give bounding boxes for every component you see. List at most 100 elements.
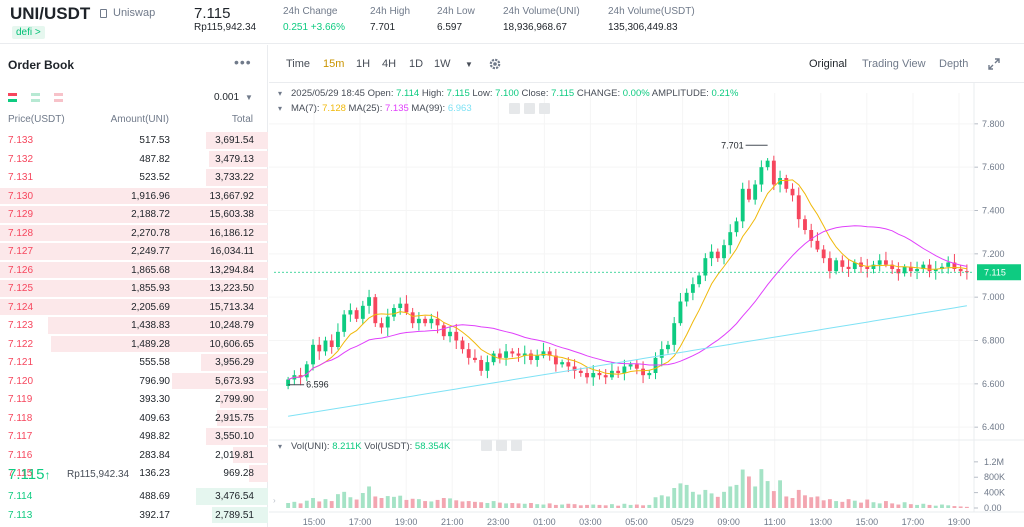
ask-row[interactable]: 7.115 136.23 969.28 [0,464,268,483]
order-total: 2,799.90 [215,394,254,405]
ask-row[interactable]: 7.122 1,489.28 10,606.65 [0,335,268,354]
candle-body [659,349,664,358]
stat-label: 24h Change [283,6,338,17]
ask-row[interactable]: 7.132 487.82 3,479.13 [0,150,268,169]
depth-bar [209,150,268,167]
volume-bar [728,486,733,508]
tab-1h[interactable]: 1H [356,58,371,70]
ask-row[interactable]: 7.117 498.82 3,550.10 [0,427,268,446]
ask-row[interactable]: 7.119 393.30 2,799.90 [0,390,268,409]
depth-bar [233,446,268,463]
depth-bar [217,409,268,426]
fullscreen-icon[interactable] [987,57,1001,71]
chart-panel: Time 15m 1H 4H 1D 1W ▼ Original Trading … [269,45,1024,527]
candle-body [373,297,378,324]
volume-axis-label: 0.00 [984,503,1002,513]
ask-row[interactable]: 7.121 555.58 3,956.29 [0,353,268,372]
tab-4h[interactable]: 4H [382,58,397,70]
chevron-down-icon[interactable]: ▼ [245,93,253,102]
candle-body [454,331,459,341]
both-sides-view-icon[interactable] [8,93,17,102]
volume-bar [304,500,309,508]
vol-setting-icon [511,440,522,451]
volume-bar [859,502,863,508]
collapse-ma-icon: ▾ [278,104,282,113]
ask-row[interactable]: 7.126 1,865.68 13,294.84 [0,261,268,280]
order-total: 13,294.84 [209,264,255,276]
candle-body [578,370,583,373]
volume-bar [354,499,359,508]
order-price: 7.126 [8,264,34,276]
stat-value: 7.701 [370,22,396,33]
tab-15m[interactable]: 15m [323,58,345,70]
volume-bar [429,501,434,508]
price-axis-label: 7.600 [982,162,1005,172]
tab-1w[interactable]: 1W [434,58,451,70]
ask-row[interactable]: 7.127 2,249.77 16,034.11 [0,242,268,261]
volume-info: Vol(UNI): 8.211K Vol(USDT): 58.354K [291,441,451,452]
order-amount: 1,438.83 [131,320,170,331]
volume-bar [410,498,415,508]
bids-only-view-icon[interactable] [31,93,40,102]
timeframe-more-icon[interactable]: ▼ [465,60,473,69]
order-total: 3,956.29 [215,357,254,368]
category-tag[interactable]: defi > [12,26,45,39]
candle-body [634,364,639,369]
tab-time[interactable]: Time [286,58,311,70]
tab-1d[interactable]: 1D [409,58,424,70]
order-total: 3,733.22 [215,172,254,183]
volume-info-part: 58.354K [415,441,451,452]
ask-row[interactable]: 7.123 1,438.83 10,248.79 [0,316,268,335]
candle-body [522,353,527,356]
view-depth[interactable]: Depth [939,58,969,70]
time-axis-label: 11:00 [764,517,786,527]
candle-body [298,375,303,378]
volume-bar [653,497,658,508]
candle-body [385,316,390,328]
depth-bar [249,465,268,482]
col-amount-header: Amount(UNI) [110,114,169,125]
precision-select[interactable]: 0.001 [214,92,240,103]
candle-body [348,310,353,315]
candle-body [740,188,745,222]
view-original[interactable]: Original [809,58,847,70]
candle-body [647,373,652,376]
candle-body [473,357,477,360]
ask-row[interactable]: 7.129 2,188.72 15,603.38 [0,205,268,224]
candle-body [516,353,521,356]
candle-body [728,232,733,246]
ask-row[interactable]: 7.133 517.53 3,691.54 [0,131,268,150]
volume-bar [940,504,944,508]
ask-row[interactable]: 7.120 796.90 5,673.93 [0,372,268,391]
volume-bar [566,503,571,508]
ask-row[interactable]: 7.118 409.63 2,915.75 [0,409,268,428]
order-total: 2,915.75 [215,412,254,424]
ask-row[interactable]: 7.130 1,916.96 13,667.92 [0,187,268,206]
bid-row[interactable]: 7.114 488.69 3,476.54 [0,487,268,506]
settings-gear-icon[interactable] [488,57,502,71]
volume-axis-label: 1.2M [984,457,1004,467]
order-amount: 409.63 [139,412,170,424]
volume-bar [659,495,664,508]
candle-body [323,340,328,352]
ask-row[interactable]: 7.128 2,270.78 16,186.12 [0,224,268,243]
candle-body [423,318,428,324]
ask-row[interactable]: 7.125 1,855.93 13,223.50 [0,279,268,298]
depth-bar [0,298,268,315]
document-icon[interactable] [100,9,107,18]
candle-body [784,178,789,189]
volume-bar [311,498,315,508]
candle-body [354,310,359,319]
ask-row[interactable]: 7.131 523.52 3,733.22 [0,168,268,187]
more-options-icon[interactable]: ••• [234,54,252,70]
ask-row[interactable]: 7.116 283.84 2,019.81 [0,446,268,465]
asks-only-view-icon[interactable] [54,93,63,102]
bid-row[interactable]: 7.113 392.17 2,789.51 [0,506,268,525]
candlestick-chart[interactable]: 7.800 7.600 7.400 7.200 7.000 6.800 6.600 6.400… [269,83,1024,527]
candle-body [398,303,403,308]
pair-symbol[interactable]: UNI/USDT [10,4,91,23]
order-price: 7.117 [8,431,33,442]
view-trading-view[interactable]: Trading View [862,58,926,70]
ask-row[interactable]: 7.124 2,205.69 15,713.34 [0,298,268,317]
order-amount: 2,249.77 [131,246,170,257]
